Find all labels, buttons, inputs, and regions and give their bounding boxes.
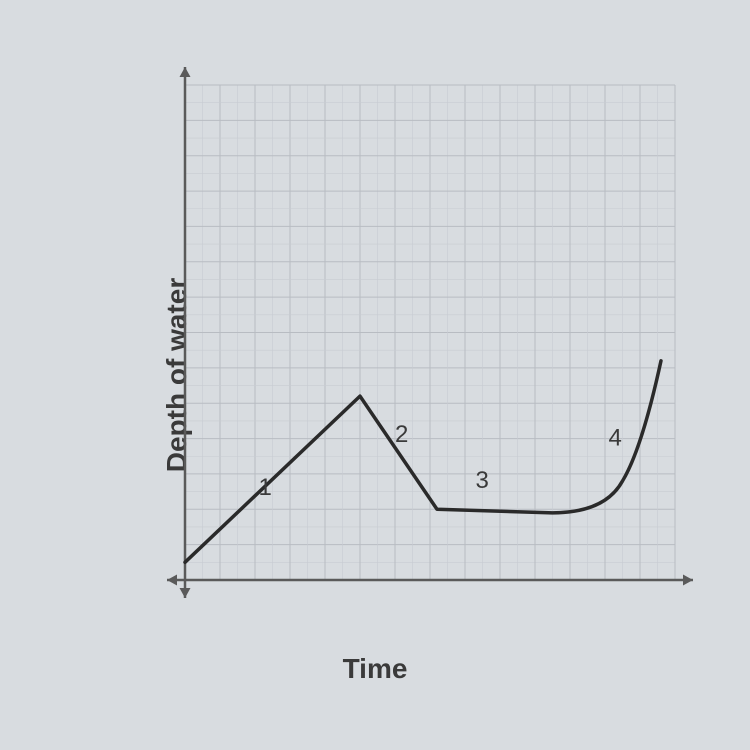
- segment-label-3: 3: [476, 467, 489, 494]
- chart-container: Depth of water 1234 Time: [60, 60, 690, 690]
- segment-label-4: 4: [609, 425, 622, 452]
- segment-label-2: 2: [395, 421, 408, 448]
- x-axis-label: Time: [343, 653, 408, 685]
- plot-area: 1 2 3 4: [170, 70, 690, 630]
- grid: [185, 85, 675, 580]
- data-line: [185, 361, 661, 563]
- segment-label-1: 1: [259, 474, 272, 501]
- chart-svg: 1 2 3 4: [170, 70, 690, 630]
